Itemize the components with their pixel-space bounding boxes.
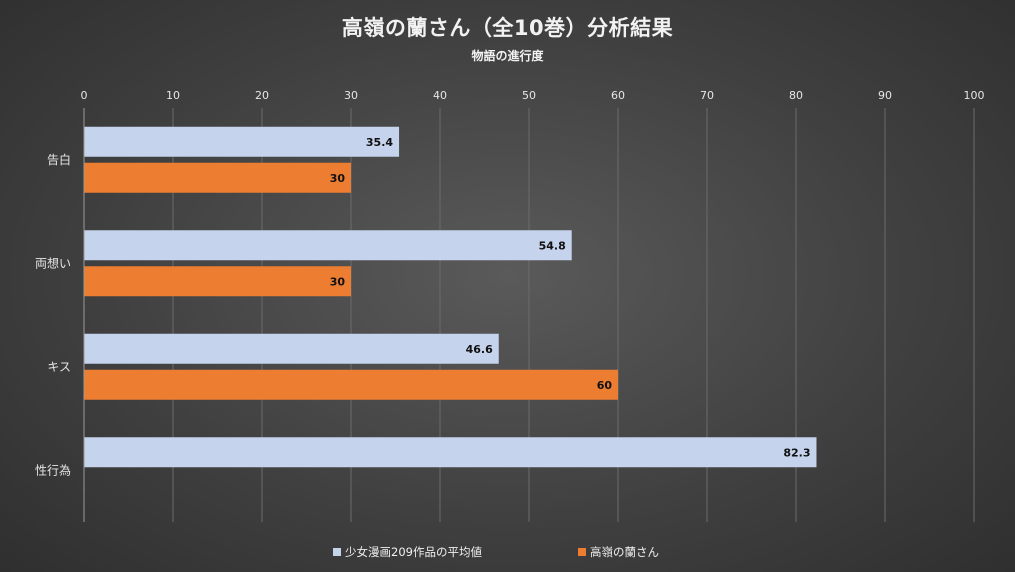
data-label-average-3: 82.3 [783,446,810,459]
legend-swatch-takane [578,548,586,556]
x-tick-label-70: 70 [700,89,714,102]
x-tick-label-80: 80 [789,89,803,102]
bar-average-2 [84,333,499,364]
data-label-takane-0: 30 [330,172,346,185]
x-tick-label-40: 40 [433,89,447,102]
legend-swatch-average [333,548,341,556]
legend-item-takane: 高嶺の蘭さん [578,544,659,560]
legend-label-takane: 高嶺の蘭さん [590,545,659,559]
legend-label-average: 少女漫画209作品の平均値 [345,545,482,559]
x-tick-label-10: 10 [166,89,180,102]
y-category-label-2: キス [47,360,71,374]
data-label-takane-2: 60 [597,379,613,392]
x-tick-label-30: 30 [344,89,358,102]
data-label-average-0: 35.4 [366,136,393,149]
x-tick-label-90: 90 [878,89,892,102]
bar-takane-1 [84,266,351,297]
bar-takane-2 [84,369,618,400]
bar-average-0 [84,126,400,157]
y-category-label-0: 告白 [47,152,71,167]
bar-takane-0 [84,162,351,193]
chart-legend: 少女漫画209作品の平均値 高嶺の蘭さん [0,544,1015,562]
data-label-average-2: 46.6 [466,343,493,356]
chart-subtitle: 物語の進行度 [471,49,544,63]
bar-average-1 [84,230,572,261]
legend-item-average: 少女漫画209作品の平均値 [333,544,482,560]
bar-average-3 [84,437,817,468]
chart-title: 高嶺の蘭さん（全10巻）分析結果 [341,16,674,40]
y-category-label-3: 性行為 [35,463,71,477]
x-tick-label-60: 60 [611,89,625,102]
x-tick-label-0: 0 [81,89,88,102]
data-label-average-1: 54.8 [539,239,566,252]
x-tick-label-100: 100 [964,89,985,102]
x-tick-label-20: 20 [255,89,269,102]
data-label-takane-1: 30 [330,275,346,288]
x-tick-label-50: 50 [522,89,536,102]
y-category-label-1: 両想い [35,255,71,270]
